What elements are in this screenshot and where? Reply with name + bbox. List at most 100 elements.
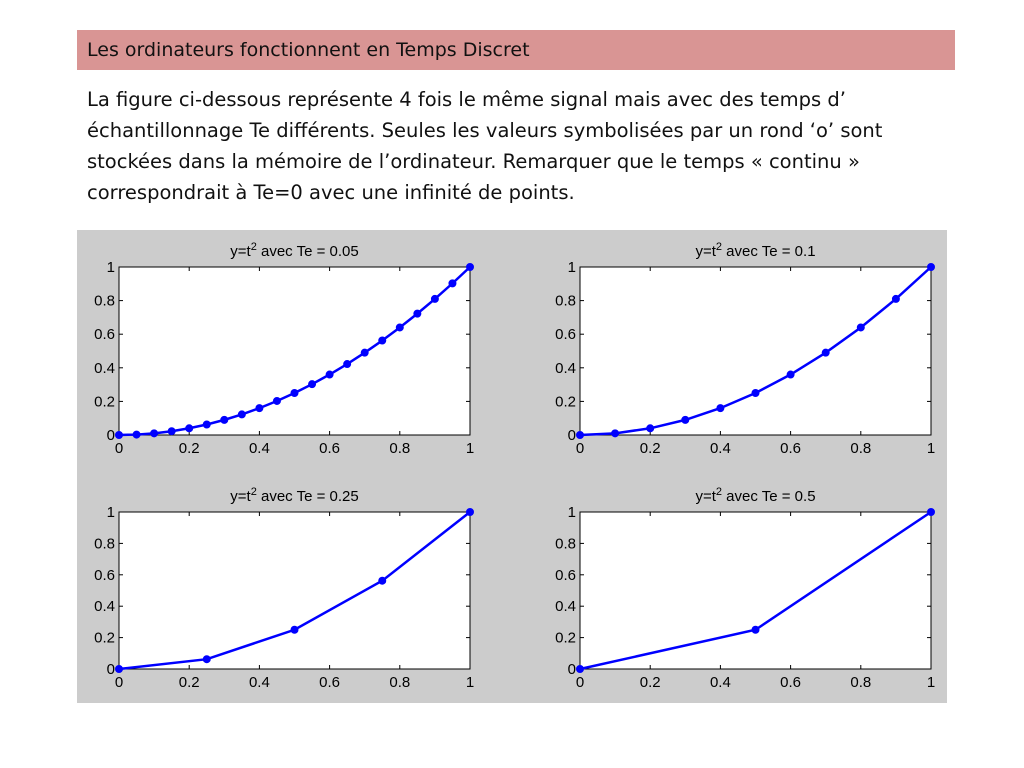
data-point [786,370,795,379]
y-tick-label: 1 [568,259,576,276]
y-tick-label: 0.4 [555,598,576,615]
x-tick-label: 0.2 [179,440,200,457]
axes-box [118,511,471,670]
data-point [325,370,334,379]
x-tick-label: 0.6 [319,674,340,691]
data-point [290,625,299,634]
data-point [751,389,760,397]
data-point [927,508,935,516]
data-point [237,410,246,419]
y-tick-label: 0.4 [94,598,115,615]
y-tick-label: 1 [568,504,576,521]
data-point [611,429,620,438]
y-tick-label: 0 [107,427,115,444]
x-tick-label: 1 [466,440,474,457]
y-tick-label: 0.2 [94,393,115,410]
data-point [202,420,211,429]
data-point [413,309,422,318]
x-tick-label: 0 [115,674,123,691]
y-tick-label: 1 [107,504,115,521]
subplot-1: y=t2 avec Te = 0.05 0 0.2 0.4 0.6 0.8 1 0 0.2 0.4… [94,241,474,457]
data-point [681,415,690,424]
data-point [115,665,123,673]
plot-title: y=t2 avec Te = 0.5 [695,486,815,505]
y-tick-label: 0.2 [94,630,115,647]
subplot-figure: y=t2 avec Te = 0.05 0 0.2 0.4 0.6 0.8 1 0 0.2 0.4… [77,230,947,703]
data-point [255,404,264,413]
x-tick-label: 0 [576,440,584,457]
y-tick-label: 0.4 [94,360,115,377]
data-point [272,396,281,405]
data-point [150,429,159,438]
data-point [132,430,141,439]
data-point [891,294,900,303]
subplot-3: y=t2 avec Te = 0.25 0 0.2 0.4 0.6 0.8 1 0 0.2 0.4… [94,486,474,691]
y-tick-label: 0.8 [555,535,576,552]
data-point [646,424,655,433]
data-point [290,389,299,397]
y-tick-label: 0.6 [94,567,115,584]
figure-canvas: y=t2 avec Te = 0.05 0 0.2 0.4 0.6 0.8 1 0 0.2 0.4… [94,241,935,691]
x-tick-label: 0.4 [249,440,270,457]
data-point [856,323,865,332]
data-point [430,294,439,303]
x-tick-label: 1 [927,440,935,457]
slide-title: Les ordinateurs fonctionnent en Temps Di… [87,39,530,61]
data-point [202,655,211,664]
plot-title: y=t2 avec Te = 0.05 [230,241,358,260]
y-tick-label: 0 [107,661,115,678]
y-tick-label: 0 [568,661,576,678]
data-point [466,508,474,516]
data-point [167,427,176,436]
data-point [220,415,229,424]
y-tick-label: 0.4 [555,360,576,377]
data-point [716,404,725,413]
y-tick-label: 1 [107,259,115,276]
axes-box [579,266,932,436]
data-point [751,625,760,634]
x-tick-label: 0 [115,440,123,457]
data-point [448,279,457,288]
data-point [343,360,352,369]
x-tick-label: 0.8 [850,440,871,457]
x-tick-label: 1 [466,674,474,691]
x-tick-label: 0.2 [640,674,661,691]
data-point [821,348,830,357]
x-tick-label: 0.4 [249,674,270,691]
data-point [576,431,584,439]
plot-title: y=t2 avec Te = 0.25 [230,486,358,505]
data-point [576,665,584,673]
data-point [360,348,369,357]
x-tick-label: 0.6 [319,440,340,457]
data-point [185,424,194,433]
y-tick-label: 0.6 [94,326,115,343]
data-point [395,323,404,332]
y-tick-label: 0 [568,427,576,444]
y-tick-label: 0.6 [555,567,576,584]
data-point [378,576,387,585]
x-tick-label: 1 [927,674,935,691]
y-tick-label: 0.2 [555,630,576,647]
slide-title-bar: Les ordinateurs fonctionnent en Temps Di… [77,30,955,70]
data-point [378,336,387,345]
axes-box [118,266,471,436]
x-tick-label: 0.8 [389,674,410,691]
y-tick-label: 0.8 [94,293,115,310]
description-paragraph: La figure ci-dessous représente 4 fois l… [87,88,883,204]
data-point [308,380,317,389]
plot-title: y=t2 avec Te = 0.1 [695,241,815,260]
x-tick-label: 0.4 [710,674,731,691]
x-tick-label: 0.6 [780,440,801,457]
y-tick-label: 0.8 [94,535,115,552]
x-tick-label: 0.8 [389,440,410,457]
x-tick-label: 0.8 [850,674,871,691]
subplot-2: y=t2 avec Te = 0.1 0 0.2 0.4 0.6 0.8 1 0 0.2 0.4 0… [555,241,935,457]
data-point [466,263,474,271]
y-tick-label: 0.8 [555,293,576,310]
axes-box [579,511,932,670]
y-tick-label: 0.6 [555,326,576,343]
x-tick-label: 0.6 [780,674,801,691]
x-tick-label: 0.2 [179,674,200,691]
subplot-4: y=t2 avec Te = 0.5 0 0.2 0.4 0.6 0.8 1 0 0.2 0.4 0… [555,486,935,691]
data-point [115,431,123,439]
